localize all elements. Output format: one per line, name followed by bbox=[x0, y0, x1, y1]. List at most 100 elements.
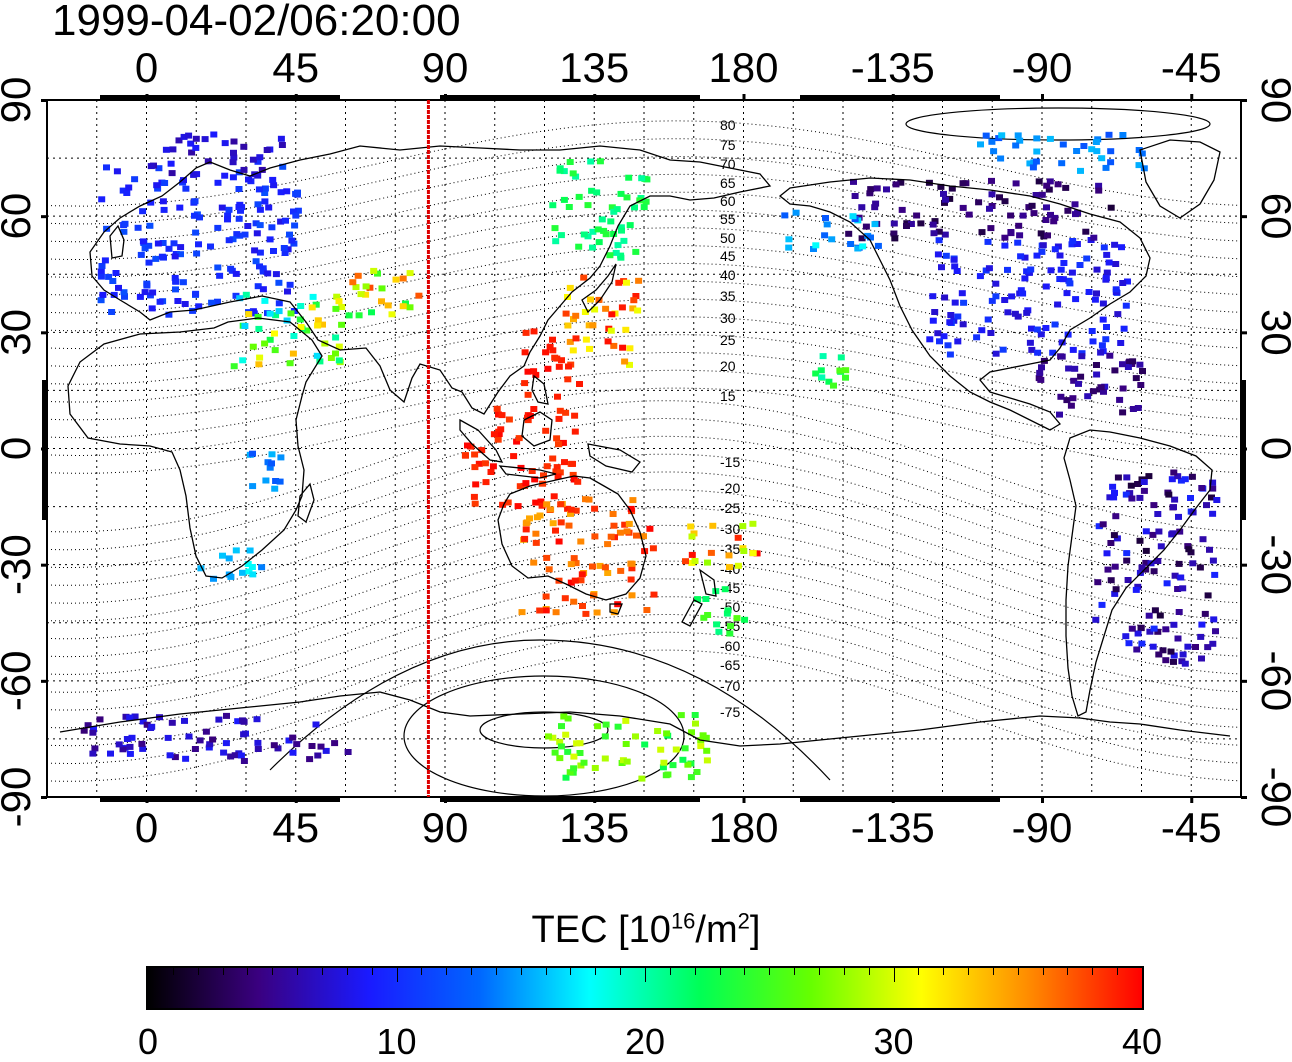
tec-cell bbox=[1135, 162, 1143, 169]
tec-cell bbox=[1098, 342, 1106, 349]
tec-cell bbox=[384, 302, 392, 309]
tec-cell bbox=[560, 168, 568, 175]
tec-cell bbox=[1142, 559, 1150, 566]
tec-cell bbox=[988, 297, 996, 304]
tec-cell bbox=[232, 547, 240, 554]
tec-cell bbox=[516, 483, 524, 490]
tec-cell bbox=[1196, 564, 1204, 571]
tec-cell bbox=[308, 304, 316, 311]
tec-cell bbox=[703, 757, 711, 764]
tec-cell bbox=[562, 409, 570, 416]
tec-cell bbox=[929, 293, 937, 300]
tec-cell bbox=[1162, 657, 1170, 664]
tec-cell bbox=[872, 200, 880, 207]
tec-cell bbox=[609, 511, 617, 517]
tec-cell bbox=[1111, 367, 1119, 374]
tec-cell bbox=[316, 358, 324, 365]
tec-cell bbox=[532, 371, 540, 378]
tec-cell bbox=[858, 204, 866, 211]
tec-cell bbox=[1093, 266, 1101, 273]
tec-cell bbox=[264, 270, 272, 277]
tec-cell bbox=[724, 607, 732, 614]
tec-cell bbox=[1038, 248, 1046, 255]
colorbar-minor-tick bbox=[968, 968, 970, 975]
tec-cell bbox=[734, 534, 742, 541]
left-lat-label: 30 bbox=[0, 309, 39, 356]
colorbar-minor-tick bbox=[1042, 968, 1044, 975]
tec-cell bbox=[188, 149, 196, 156]
tec-cell bbox=[542, 427, 550, 434]
tec-cell bbox=[240, 143, 248, 150]
tec-cell bbox=[156, 298, 164, 305]
tec-cell bbox=[590, 592, 597, 599]
tec-cell bbox=[591, 765, 599, 771]
tec-cell bbox=[237, 752, 245, 759]
tec-cell bbox=[543, 554, 551, 561]
tec-cell bbox=[556, 738, 564, 745]
tec-cell bbox=[1095, 523, 1103, 530]
tec-cell bbox=[1019, 212, 1027, 219]
colorbar-minor-tick bbox=[992, 968, 994, 975]
tec-cell bbox=[258, 166, 266, 173]
tec-cell bbox=[521, 349, 529, 356]
tec-cell bbox=[1170, 652, 1178, 659]
tec-cell bbox=[560, 196, 568, 203]
tec-cell bbox=[1118, 244, 1125, 251]
tec-cell bbox=[836, 367, 844, 374]
tec-cell bbox=[526, 412, 534, 419]
tec-cell bbox=[1137, 624, 1145, 631]
tec-cell bbox=[1043, 182, 1051, 189]
tec-cell bbox=[368, 309, 375, 316]
tec-cell bbox=[269, 176, 277, 183]
left-tick bbox=[41, 215, 47, 219]
tec-cell bbox=[567, 561, 575, 568]
tec-cell bbox=[270, 182, 278, 189]
tec-cell bbox=[268, 224, 276, 231]
tec-cell bbox=[174, 298, 182, 304]
left-lat-label: -90 bbox=[0, 767, 39, 828]
tec-cell bbox=[622, 741, 630, 747]
tec-cell bbox=[255, 361, 263, 368]
tec-cell bbox=[987, 225, 995, 232]
tec-cell bbox=[1012, 180, 1020, 187]
tec-cell bbox=[286, 360, 294, 367]
tec-cell bbox=[627, 560, 635, 567]
tec-cell bbox=[621, 521, 629, 528]
tec-cell bbox=[571, 412, 579, 419]
tec-cell bbox=[1069, 346, 1077, 353]
tec-cell bbox=[679, 756, 687, 763]
tec-cell bbox=[1129, 358, 1137, 365]
tec-cell bbox=[935, 228, 943, 235]
tec-cell bbox=[1123, 550, 1131, 557]
tec-cell bbox=[155, 165, 163, 172]
tec-cell bbox=[1112, 286, 1120, 293]
tec-cell bbox=[191, 198, 199, 205]
tec-cell bbox=[585, 322, 593, 329]
tec-cell bbox=[580, 274, 588, 281]
tec-cell bbox=[191, 746, 199, 752]
tec-cell bbox=[697, 743, 705, 750]
tec-cell bbox=[254, 739, 262, 746]
tec-cell bbox=[406, 304, 414, 311]
tec-cell bbox=[558, 723, 565, 730]
colorbar-minor-tick bbox=[371, 968, 373, 975]
tec-cell bbox=[1070, 377, 1078, 384]
tec-cell bbox=[564, 322, 572, 329]
tec-cell bbox=[272, 271, 280, 278]
tec-cell bbox=[1019, 290, 1027, 297]
tec-cell bbox=[1103, 251, 1111, 258]
tec-cell bbox=[1042, 217, 1050, 223]
tec-cell bbox=[1049, 349, 1057, 356]
tec-cell bbox=[246, 547, 254, 554]
tec-cell bbox=[842, 367, 850, 374]
tec-cell bbox=[988, 191, 996, 198]
tec-cell bbox=[564, 748, 572, 755]
tec-cell bbox=[252, 258, 260, 265]
tec-cell bbox=[1134, 630, 1142, 637]
tec-cell bbox=[256, 263, 263, 270]
tec-cell bbox=[161, 180, 169, 186]
tec-cell bbox=[193, 250, 201, 257]
tec-cell bbox=[1056, 411, 1063, 418]
tec-cell bbox=[306, 756, 314, 763]
tec-cell bbox=[1188, 473, 1196, 480]
